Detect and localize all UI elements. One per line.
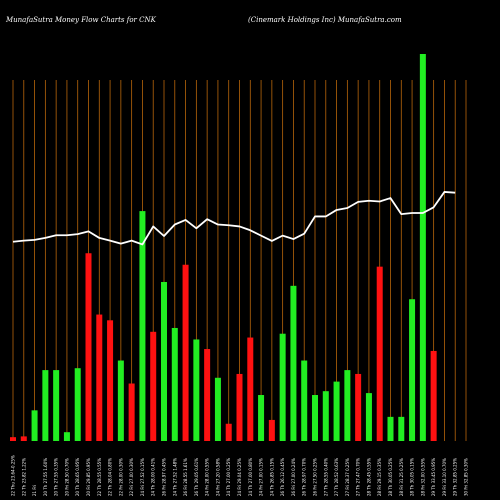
x-tick-label: 27 Th 28.52 0.63% bbox=[334, 458, 339, 496]
x-tick-label: 28 Fri 31.25 0.25% bbox=[399, 458, 404, 496]
bar bbox=[355, 373, 362, 441]
x-tick-label: 27 Th 27.47 0.70% bbox=[356, 458, 361, 496]
bar bbox=[107, 320, 114, 441]
x-tick-labels: 22 Thu 23.64-0.25% 22 Th 23.82 1.22% 21 Fr… bbox=[11, 455, 469, 496]
x-tick-label: 24 Th 28.00 0.41% bbox=[151, 458, 156, 496]
x-tick-label: 20 Fri 28.50 0.70% bbox=[64, 458, 69, 496]
bar bbox=[409, 299, 416, 441]
x-tick-label: 30 Fri 32.85 0.30% bbox=[464, 458, 469, 496]
x-tick-label: 24 Fri 27.00 0.15% bbox=[259, 458, 264, 496]
x-tick-label: 26 Fri 28.55 1.61% bbox=[183, 458, 188, 496]
bar bbox=[290, 285, 297, 441]
bar bbox=[333, 381, 340, 441]
chart-title-left: MunafaSutra Money Flow Charts for CNK bbox=[5, 16, 157, 24]
x-tick-label: 20 Th 28.65 0.95% bbox=[75, 458, 80, 496]
bar bbox=[74, 368, 81, 441]
bar bbox=[53, 370, 60, 441]
x-tick-label: 28 Fri 32.00 0.55% bbox=[420, 458, 425, 496]
bar bbox=[236, 373, 243, 441]
bar bbox=[171, 327, 178, 441]
x-tick-label: 29 Th 32.85 0.25% bbox=[453, 458, 458, 496]
bar bbox=[128, 383, 135, 441]
x-tick-label: 28 Th 28.45 0.55% bbox=[366, 458, 371, 496]
bar bbox=[10, 437, 16, 441]
x-tick-label: 28 Th 30.05 0.15% bbox=[410, 458, 415, 496]
bar bbox=[63, 432, 70, 441]
bar bbox=[31, 410, 38, 441]
x-tick-label: 27 Fri 28.37 0.25% bbox=[345, 458, 350, 496]
x-tick-label: 24 Fri 29.04 0.25% bbox=[237, 458, 242, 496]
bar bbox=[268, 419, 275, 441]
chart-title-right: (Cinemark Holdings Inc) MunafaSutra.com bbox=[248, 16, 402, 24]
bar bbox=[344, 370, 351, 441]
price-line bbox=[12, 191, 456, 246]
x-tick-label: 22 Th 28.04 0.80% bbox=[108, 458, 113, 496]
bar bbox=[312, 395, 318, 441]
x-tick-label: 26 Th 26.12 0.45% bbox=[280, 458, 285, 496]
bar bbox=[376, 266, 383, 441]
x-tick-label: 22 Th 23.82 1.22% bbox=[21, 458, 26, 496]
x-tick-label: 21 Fri bbox=[32, 485, 37, 496]
x-tick-label: 24 Fri 27.52 0.15% bbox=[140, 458, 145, 496]
x-tick-label: 22 Th 28.55 0.55% bbox=[97, 458, 102, 496]
bar bbox=[150, 331, 157, 441]
x-tick-label: 20 Th 27.55 0.35% bbox=[54, 458, 59, 496]
bar bbox=[365, 393, 372, 441]
x-tick-label: 22 Fri 28.00 0.30% bbox=[118, 458, 123, 496]
x-tick-label: 24 Th 26.85 0.15% bbox=[269, 458, 274, 496]
bar bbox=[322, 391, 329, 441]
bar bbox=[258, 395, 265, 441]
bar bbox=[96, 314, 103, 441]
bar bbox=[182, 264, 189, 441]
bar bbox=[387, 416, 394, 441]
x-tick-label: 29 Th 33.45 0.95% bbox=[431, 458, 436, 496]
x-tick-label: 24 Fri 27.20 0.58% bbox=[215, 458, 220, 496]
bars bbox=[10, 54, 437, 441]
series-line bbox=[12, 191, 456, 246]
bar bbox=[85, 253, 92, 441]
bar bbox=[214, 377, 221, 441]
bar bbox=[20, 436, 27, 441]
bar bbox=[42, 370, 49, 441]
bar bbox=[398, 416, 405, 441]
bar bbox=[161, 281, 167, 441]
x-tick-label: 20 Th 27.55 1.60% bbox=[43, 458, 48, 496]
bar bbox=[117, 360, 124, 441]
x-tick-label: 26 Fri 27.00 0.24% bbox=[291, 458, 296, 496]
x-tick-label: 20 Fri 29.85 0.95% bbox=[86, 458, 91, 496]
x-tick-label: 28 Fri 29.15 0.35% bbox=[377, 458, 382, 496]
x-tick-label: 27 Th 28.55 0.40% bbox=[323, 458, 328, 496]
bar bbox=[419, 54, 426, 441]
bar bbox=[430, 350, 437, 441]
x-tick-label: 22 Fri 27.00 0.30% bbox=[129, 458, 134, 496]
x-tick-label: 22 Thu 23.64-0.25% bbox=[11, 455, 16, 496]
bar bbox=[225, 423, 232, 441]
x-tick-label: 28 Th 30.05 0.25% bbox=[388, 458, 393, 496]
bar bbox=[139, 211, 146, 441]
x-tick-label: 26 Fri 27.50 0.25% bbox=[313, 458, 318, 496]
x-tick-label: 24 Th 27.52 1.48% bbox=[172, 458, 177, 496]
x-tick-label: 26 Fri 28.97 0.45% bbox=[162, 458, 167, 496]
bar bbox=[193, 339, 200, 441]
bar bbox=[204, 349, 211, 441]
x-tick-label: 24 Th 27.00 0.80% bbox=[248, 458, 253, 496]
x-tick-label: 24 Fri 28.00 0.55% bbox=[205, 458, 210, 496]
bar bbox=[247, 337, 254, 441]
x-tick-label: 26 Th 29.05 0.61% bbox=[194, 458, 199, 496]
x-tick-label: 29 Fri 33.10 0.70% bbox=[442, 458, 447, 496]
bar bbox=[301, 360, 308, 441]
x-tick-label: 24 Th 27.00 0.25% bbox=[226, 458, 231, 496]
bar bbox=[279, 333, 286, 441]
x-tick-label: 26 Th 28.97 0.70% bbox=[302, 458, 307, 496]
